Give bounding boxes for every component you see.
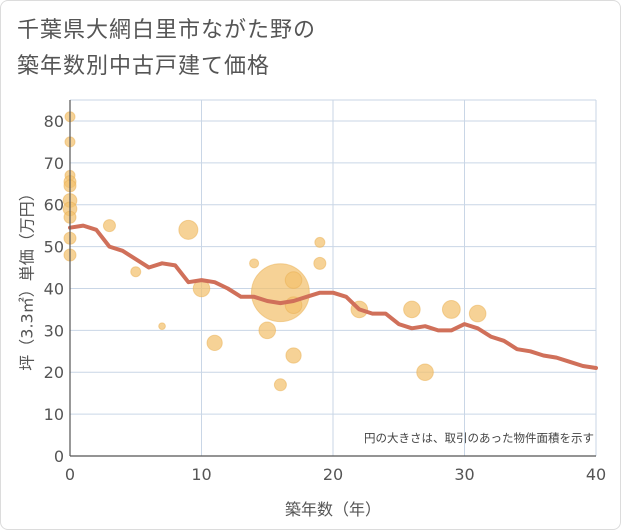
data-bubble — [250, 263, 310, 323]
data-bubble — [416, 363, 434, 382]
y-tick-label: 80 — [44, 112, 64, 131]
title-line-2: 築年数別中古戸建て価格 — [17, 54, 271, 79]
y-tick-label: 40 — [44, 279, 64, 298]
data-bubble — [206, 334, 223, 352]
y-axis-label: 坪（3.3㎡）単価（万円） — [18, 185, 37, 370]
x-tick-label: 40 — [586, 465, 606, 484]
axes — [69, 100, 596, 457]
y-tick-label: 30 — [44, 321, 64, 340]
tick-labels: 0 10 20 30 40 0 10 20 30 40 50 60 70 80 — [44, 112, 607, 484]
data-bubble — [102, 219, 116, 233]
y-tick-label: 70 — [44, 154, 64, 173]
data-bubble — [130, 266, 142, 278]
data-bubble — [158, 322, 166, 331]
y-tick-label: 20 — [44, 363, 64, 382]
title-line-1: 千葉県大網白里市ながた野の — [17, 18, 317, 43]
x-tick-label: 30 — [454, 465, 474, 484]
data-bubble — [314, 236, 326, 248]
y-tick-label: 50 — [44, 238, 64, 257]
y-tick-label: 60 — [44, 196, 64, 215]
data-bubble — [285, 347, 302, 364]
data-bubble — [441, 299, 461, 319]
x-tick-label: 0 — [65, 465, 75, 484]
data-bubble — [284, 271, 303, 289]
grid-lines — [70, 99, 597, 456]
bubble-series — [62, 111, 487, 392]
trend-line-group — [68, 223, 598, 370]
trend-line — [68, 223, 598, 370]
y-tick-label: 10 — [44, 405, 64, 424]
x-tick-label: 20 — [323, 465, 343, 484]
data-bubble — [468, 304, 487, 323]
data-bubble — [273, 378, 287, 392]
chart-title: 千葉県大網白里市ながた野の 築年数別中古戸建て価格 — [17, 13, 316, 85]
size-note: 円の大きさは、取引のあった物件面積を示す — [364, 431, 594, 445]
data-bubble — [313, 256, 327, 270]
data-bubble — [258, 321, 277, 340]
y-tick-label: 0 — [54, 447, 64, 466]
data-bubble — [178, 219, 199, 240]
x-axis-label: 築年数（年） — [285, 500, 381, 519]
data-bubble — [249, 258, 260, 269]
data-bubble — [403, 300, 421, 319]
x-tick-label: 10 — [191, 465, 211, 484]
